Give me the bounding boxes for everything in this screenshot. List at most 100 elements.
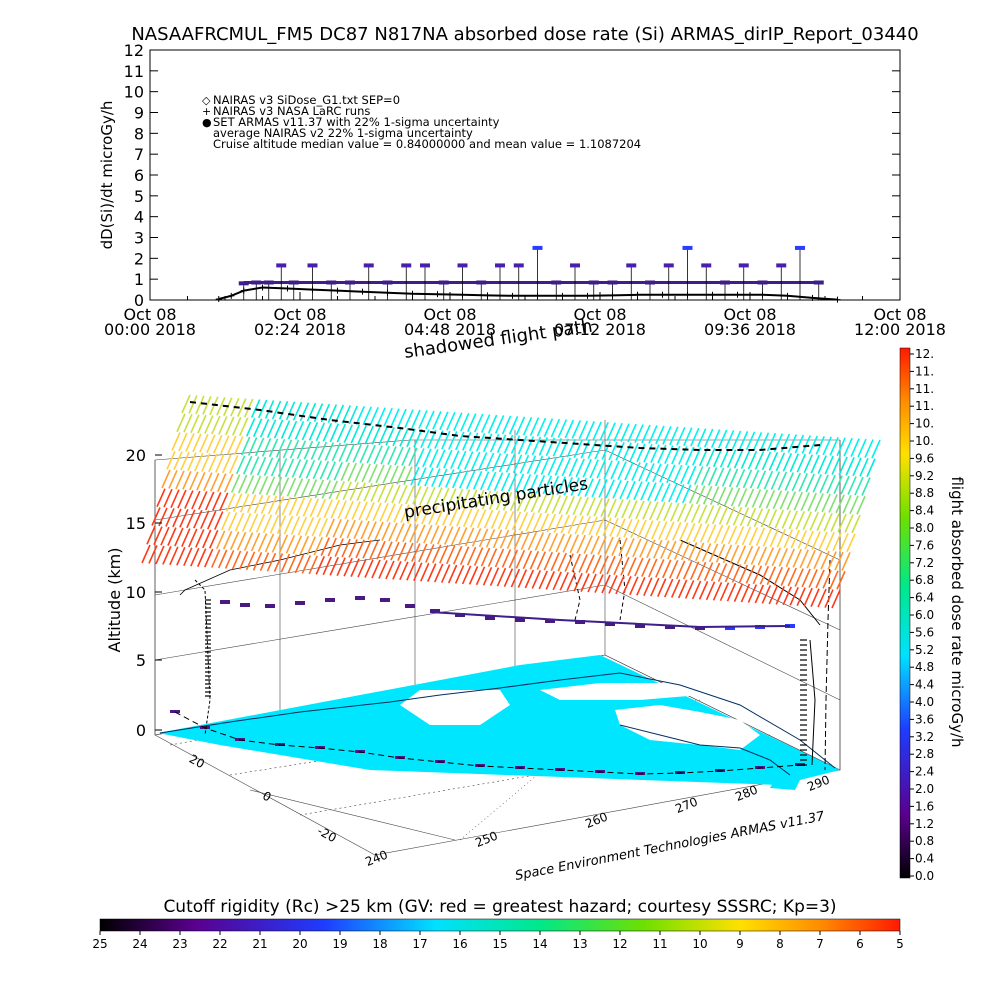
particle-stroke xyxy=(651,520,661,540)
particle-stroke xyxy=(289,439,300,459)
particle-stroke xyxy=(181,528,191,547)
particle-stroke xyxy=(786,491,797,511)
particle-stroke xyxy=(570,477,580,496)
particle-stroke xyxy=(554,457,565,476)
top-x-tick-label-line1: Oct 08 xyxy=(723,305,776,324)
particle-stroke xyxy=(768,452,779,471)
particle-stroke xyxy=(580,573,590,592)
particle-stroke xyxy=(782,586,792,606)
particle-stroke xyxy=(148,545,158,564)
particle-stroke xyxy=(246,494,257,513)
particle-stroke xyxy=(165,508,175,527)
particle-stroke xyxy=(510,435,521,454)
particle-stroke xyxy=(803,587,813,607)
credit-text: Space Environment Technologies ARMAS v11… xyxy=(514,809,827,884)
particle-stroke xyxy=(411,409,421,429)
particle-stroke xyxy=(432,411,442,430)
right-colorbar-tick-label: 0.4 xyxy=(915,852,934,866)
particle-stroke xyxy=(564,553,574,572)
top-x-tick-label-line2: 00:00 2018 xyxy=(104,320,196,339)
particle-stroke xyxy=(151,507,161,526)
particle-stroke xyxy=(457,450,467,470)
particle-stroke xyxy=(629,442,639,462)
particle-stroke xyxy=(397,408,407,428)
particle-stroke xyxy=(295,497,306,517)
right-colorbar-tick-label: 1.6 xyxy=(915,799,934,813)
longitude-tick-label: 280 xyxy=(733,783,759,805)
particle-stroke xyxy=(523,493,534,512)
particle-stroke xyxy=(359,444,369,464)
particle-stroke xyxy=(533,455,544,475)
top-y-tick-label: 10 xyxy=(124,83,144,102)
particle-stroke xyxy=(828,494,838,513)
particle-stroke xyxy=(713,524,724,544)
particle-stroke xyxy=(179,508,189,528)
particle-stroke xyxy=(170,489,180,508)
particle-stroke xyxy=(615,575,625,595)
particle-stroke xyxy=(406,561,416,581)
particle-stroke xyxy=(336,557,346,577)
particle-stroke xyxy=(733,583,744,602)
particle-stroke xyxy=(362,540,372,559)
particle-stroke xyxy=(641,558,651,577)
particle-stroke xyxy=(213,434,223,454)
particle-stroke xyxy=(789,453,800,473)
top-legend: ◇ NAIRAS v3 SiDose_G1.txt SEP=0+ NAIRAS v3… xyxy=(202,93,641,151)
armas-point xyxy=(326,280,337,285)
3d-panel: shadowed flight path precipitating parti… xyxy=(105,316,881,884)
particle-stroke xyxy=(544,494,555,514)
particle-stroke xyxy=(343,557,353,577)
right-colorbar-tick-label: 4.0 xyxy=(915,695,934,709)
particle-stroke xyxy=(714,467,725,487)
particle-stroke xyxy=(517,435,528,455)
particle-stroke xyxy=(652,463,662,483)
armas-point xyxy=(776,263,787,268)
bottom-colorbar-tick-label: 8 xyxy=(776,937,784,951)
particle-stroke xyxy=(250,532,261,552)
particle-stroke xyxy=(195,395,205,415)
particle-stroke xyxy=(448,507,459,527)
particle-stroke xyxy=(490,510,501,529)
particle-stroke xyxy=(607,498,617,518)
particle-stroke xyxy=(422,448,432,468)
particle-stroke xyxy=(301,555,312,574)
particle-stroke xyxy=(682,560,693,580)
particle-stroke xyxy=(500,472,511,492)
particle-stroke xyxy=(676,426,686,446)
particle-stroke xyxy=(259,418,270,438)
legend-entry: SET ARMAS v11.37 with 22% 1-sigma uncert… xyxy=(213,115,500,129)
particle-stroke xyxy=(466,546,477,566)
top-y-tick-label: 5 xyxy=(134,187,144,206)
particle-stroke xyxy=(799,549,809,569)
particle-stroke xyxy=(626,480,636,500)
right-colorbar-tick-label: 1.2 xyxy=(915,817,934,831)
armas-point xyxy=(457,263,468,268)
particle-stroke xyxy=(692,447,702,466)
particle-stroke xyxy=(178,432,188,452)
particle-stroke xyxy=(557,419,568,438)
particle-stroke xyxy=(392,561,402,580)
particle-stroke xyxy=(832,532,842,552)
right-colorbar-tick-label: 6.8 xyxy=(915,573,934,587)
particle-stroke xyxy=(670,579,681,598)
particle-stroke xyxy=(508,549,519,569)
particle-stroke xyxy=(460,489,471,508)
particle-stroke xyxy=(462,508,473,528)
particle-stroke xyxy=(573,439,584,458)
particle-stroke xyxy=(810,454,820,474)
bottom-colorbar-tick-label: 12 xyxy=(612,937,627,951)
top-y-tick-label: 11 xyxy=(124,62,144,81)
particle-stroke xyxy=(276,515,287,535)
particle-stroke xyxy=(241,513,252,532)
nairas-point xyxy=(409,290,416,297)
ground-track xyxy=(170,710,805,775)
particle-stroke xyxy=(337,500,347,519)
particle-stroke xyxy=(273,553,284,572)
particle-stroke xyxy=(478,528,489,548)
particle-stroke xyxy=(717,429,728,449)
particle-stroke xyxy=(831,456,841,475)
particle-stroke xyxy=(153,526,163,546)
particle-stroke xyxy=(599,421,609,441)
altitude-track-marker xyxy=(380,598,390,602)
particle-stroke xyxy=(294,421,305,440)
